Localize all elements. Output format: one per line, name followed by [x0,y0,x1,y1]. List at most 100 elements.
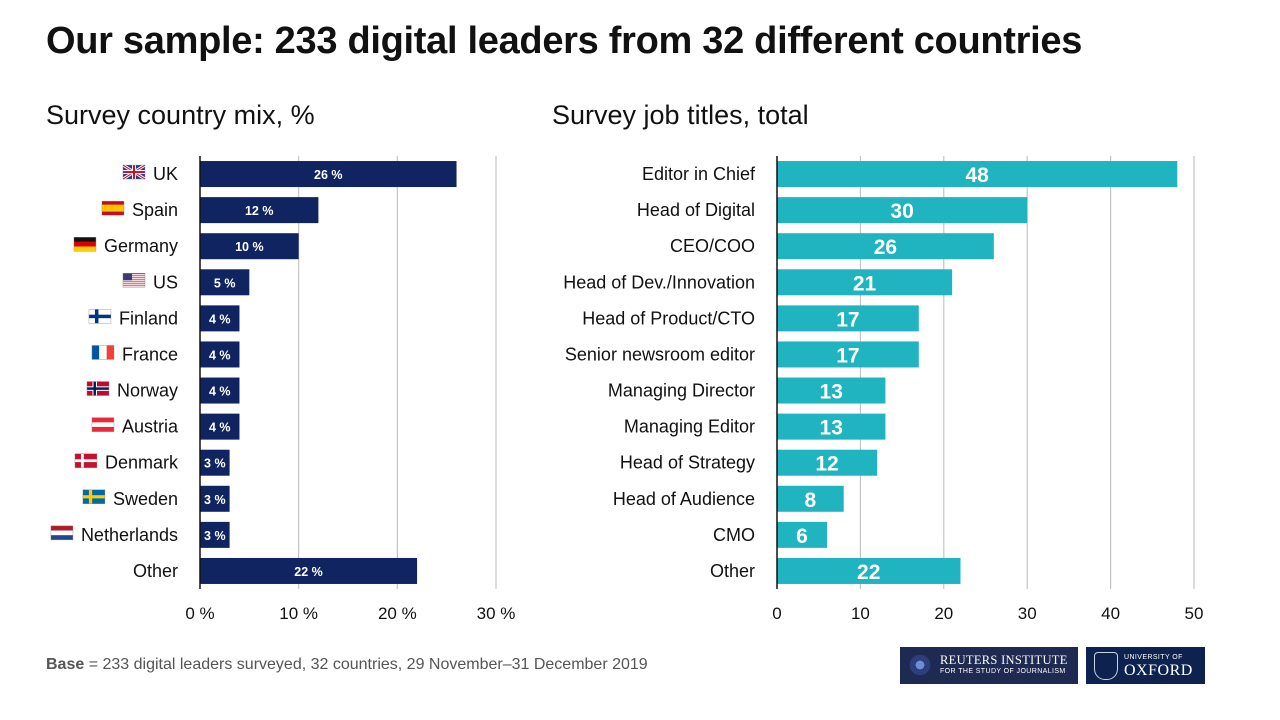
finland-flag-icon [88,309,112,324]
job-value-label-other: 22 [857,561,880,584]
country-category-label-germany: Germany [104,236,178,256]
job-category-label-editor-in-chief: Editor in Chief [642,164,756,184]
country-category-label-other: Other [133,561,178,581]
job-category-label-senior-newsroom-editor: Senior newsroom editor [565,344,755,364]
country-category-label-austria: Austria [122,417,179,437]
country-bar-us [200,269,250,296]
job-value-label-editor-in-chief: 48 [965,164,989,187]
job-category-label-head-of-digital: Head of Digital [637,200,755,220]
country-bar-france [200,341,240,368]
norway-flag-icon [86,381,110,396]
job-bar-editor-in-chief [777,161,1178,188]
country-value-label-uk: 26 % [314,168,343,182]
job-value-label-head-of-digital: 30 [890,200,913,223]
country-category-label-us: US [153,272,178,292]
job-bar-head-of-digital [777,197,1028,224]
sweden-flag-icon [82,489,106,504]
country-value-label-denmark: 3 % [204,457,226,471]
country-value-label-france: 4 % [209,348,231,362]
job-category-label-head-of-strategy: Head of Strategy [620,453,755,473]
country-bar-netherlands [200,521,230,548]
job-tick-label-0: 0 [772,604,781,623]
spain-flag-icon [101,200,125,216]
netherlands-flag-icon [50,525,74,541]
job-bar-head-of-product-cto [777,305,919,332]
job-tick-label-20: 20 [934,604,953,623]
job-bar-head-of-audience [777,485,844,512]
job-value-label-head-of-strategy: 12 [815,453,838,476]
us-flag-icon [122,273,146,288]
job-value-label-head-of-dev-innovation: 21 [853,272,877,295]
job-bar-ceo-coo [777,233,994,260]
country-value-label-spain: 12 % [245,204,274,218]
job-bar-managing-editor [777,413,886,440]
job-value-label-head-of-product-cto: 17 [836,308,859,331]
job-category-label-head-of-product-cto: Head of Product/CTO [582,308,755,328]
job-chart-title: Survey job titles, total [552,100,809,130]
country-category-label-denmark: Denmark [105,453,179,473]
job-tick-label-50: 50 [1185,604,1204,623]
country-value-label-germany: 10 % [235,240,264,254]
country-tick-label-20: 20 % [378,604,417,623]
reuters-institute-logo: REUTERS INSTITUTE FOR THE STUDY OF JOURN… [900,647,1078,684]
country-category-label-uk: UK [153,164,178,184]
job-category-label-other: Other [710,561,755,581]
country-chart-title: Survey country mix, % [46,100,315,130]
country-bar-spain [200,197,319,224]
country-category-label-netherlands: Netherlands [81,525,178,545]
country-bar-austria [200,413,240,440]
job-tick-label-40: 40 [1101,604,1120,623]
job-category-label-managing-director: Managing Director [608,381,755,401]
footer-base-text: = 233 digital leaders surveyed, 32 count… [84,656,648,673]
job-titles-chart: 0 10 20 30 40 50 48 Editor in Chief 30 Head of Di… [563,156,1204,623]
job-category-label-managing-editor: Managing Editor [624,417,755,437]
job-bar-other [777,557,961,584]
country-mix-chart: 0 % 10 % 20 % 30 % 26 % UK 12 % Spain 10 % German… [50,156,515,623]
country-value-label-austria: 4 % [209,421,231,435]
country-bar-other [200,557,418,584]
footer-base-note: Base = 233 digital leaders surveyed, 32 … [46,656,648,674]
job-tick-label-30: 30 [1018,604,1037,623]
job-bar-managing-director [777,377,886,404]
germany-flag-icon [73,237,97,252]
job-value-label-cmo: 6 [796,525,808,548]
uk-flag-icon [122,163,146,181]
country-category-label-sweden: Sweden [113,489,178,509]
france-flag-icon [91,345,115,360]
country-bar-uk [200,161,457,188]
country-category-label-finland: Finland [119,308,178,328]
job-category-label-cmo: CMO [713,525,755,545]
country-value-label-sweden: 3 % [204,493,226,507]
country-value-label-finland: 4 % [209,312,231,326]
job-bar-senior-newsroom-editor [777,341,919,368]
country-bar-norway [200,377,240,404]
country-bar-denmark [200,449,230,476]
country-value-label-norway: 4 % [209,385,231,399]
footer-base-label: Base [46,656,85,673]
job-category-label-head-of-audience: Head of Audience [613,489,755,509]
country-category-label-france: France [122,344,178,364]
job-category-label-head-of-dev-innovation: Head of Dev./Innovation [563,272,755,292]
job-value-label-senior-newsroom-editor: 17 [836,344,859,367]
austria-flag-icon [91,417,115,432]
page-title: Our sample: 233 digital leaders from 32 … [46,20,1083,62]
oxford-logo-line2: UNIVERSITY OF [1124,654,1183,661]
reuters-logo-line2: FOR THE STUDY OF JOURNALISM [940,668,1066,675]
denmark-flag-icon [74,453,98,468]
reuters-emblem-icon [908,653,932,677]
country-value-label-us: 5 % [214,276,236,290]
job-value-label-head-of-audience: 8 [805,489,817,512]
job-bar-cmo [777,521,828,548]
country-category-label-spain: Spain [132,200,178,220]
oxford-crest-icon [1094,652,1118,680]
job-tick-label-10: 10 [851,604,870,623]
country-bar-finland [200,305,240,332]
country-value-label-netherlands: 3 % [204,529,226,543]
country-bar-sweden [200,485,230,512]
country-category-label-norway: Norway [117,381,178,401]
country-tick-label-0: 0 % [185,604,214,623]
job-value-label-managing-director: 13 [820,381,843,404]
country-value-label-other: 22 % [294,565,323,579]
job-bar-head-of-strategy [777,449,878,476]
job-value-label-managing-editor: 13 [820,417,843,440]
